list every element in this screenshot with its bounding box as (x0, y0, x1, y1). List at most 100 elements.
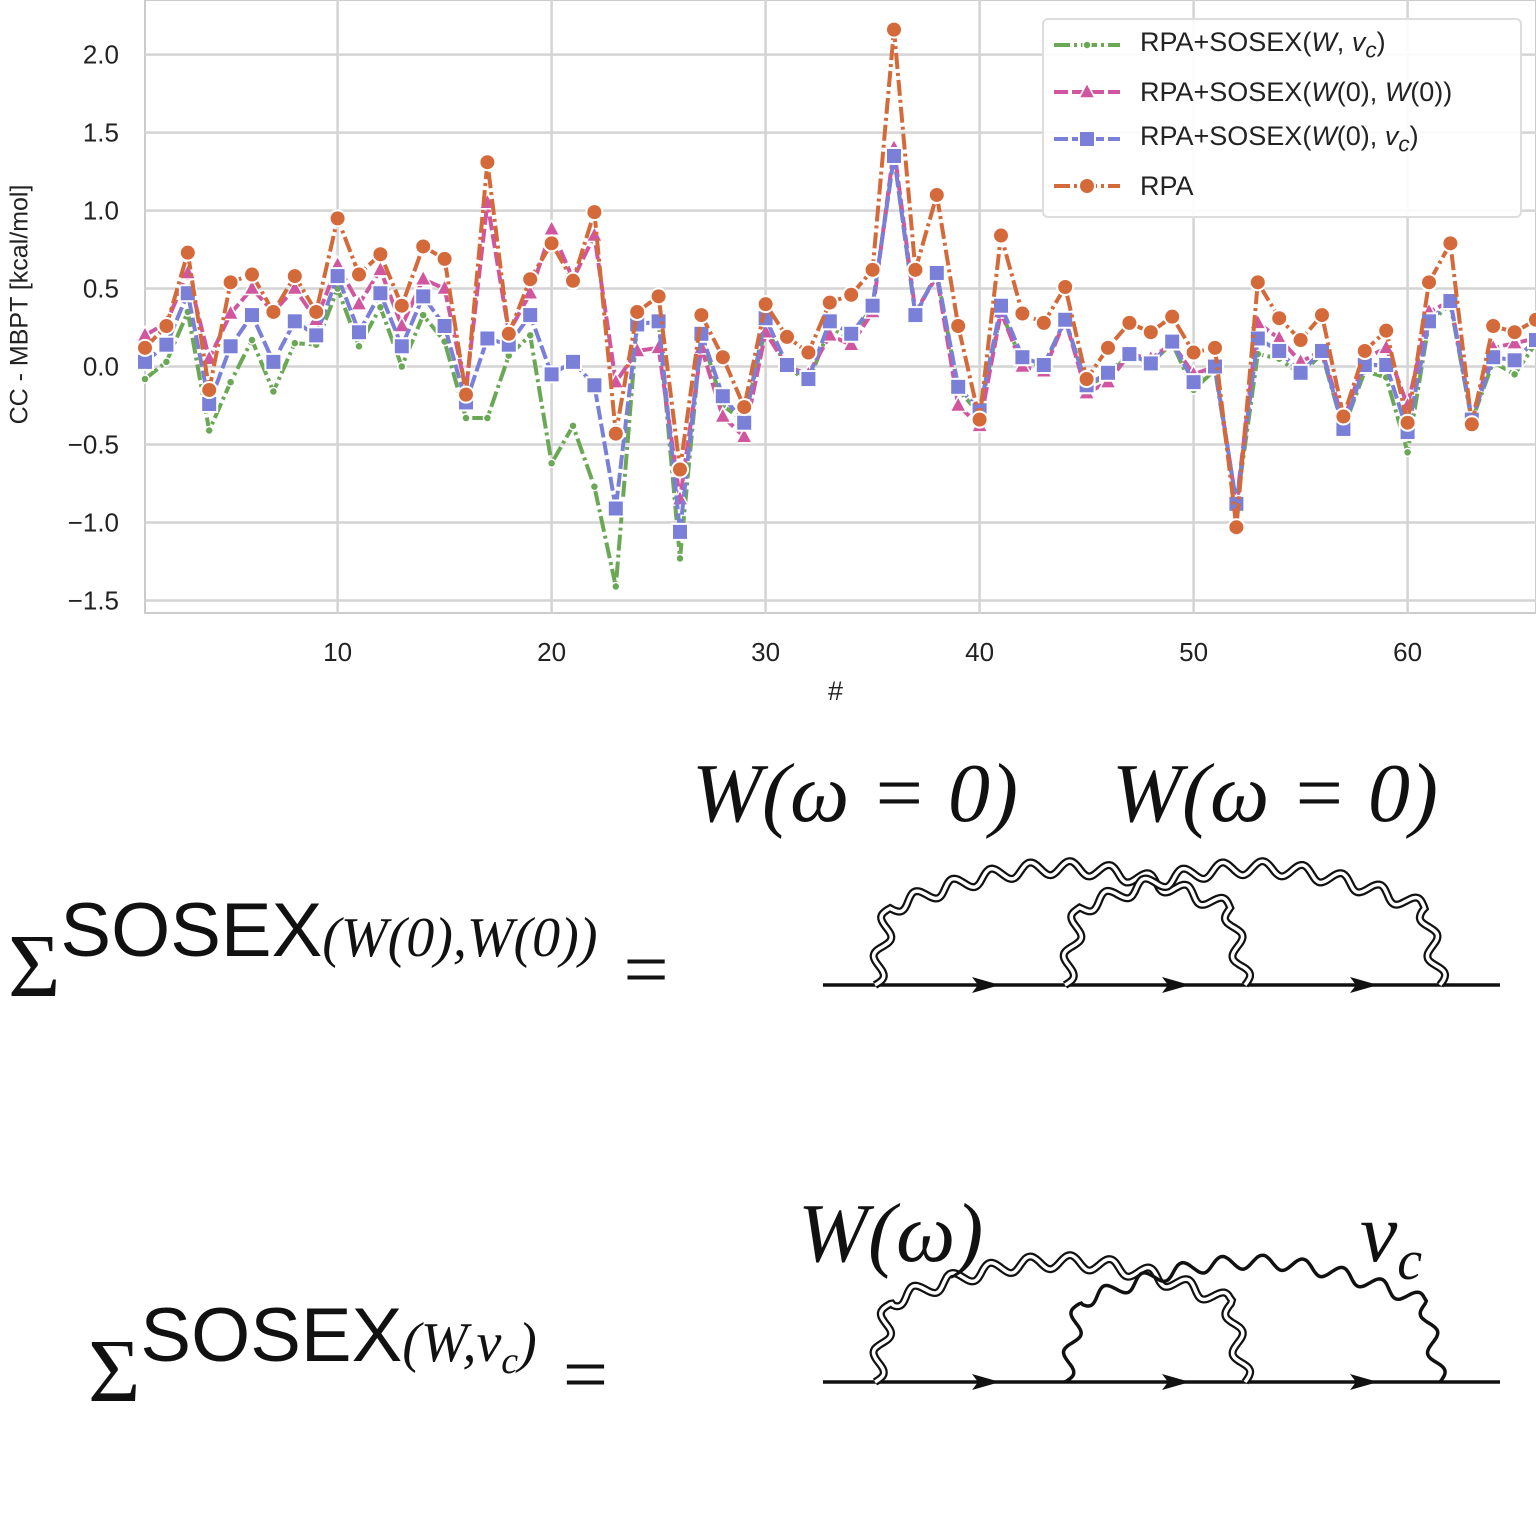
series-2 (136, 146, 1536, 541)
data-point (243, 265, 261, 284)
data-point (328, 209, 347, 228)
data-point (499, 324, 518, 343)
data-point (906, 260, 925, 279)
data-point (1077, 370, 1096, 389)
data-point (1184, 373, 1203, 392)
data-point (204, 425, 214, 436)
data-point (1099, 338, 1117, 357)
data-point (1462, 415, 1481, 434)
data-point (992, 226, 1010, 245)
data-point (1484, 316, 1503, 335)
data-point (1505, 351, 1524, 370)
data-point (863, 260, 882, 279)
y-tick-label: 0.5 (83, 274, 119, 304)
data-point (1527, 310, 1536, 329)
data-point (413, 268, 433, 286)
x-tick-label: 50 (1179, 637, 1208, 667)
data-point (713, 405, 733, 424)
data-point (136, 338, 154, 357)
data-point (435, 316, 454, 335)
data-point (1402, 447, 1413, 458)
legend-label: RPA+SOSEX(W, vc) (1140, 26, 1386, 63)
subscript: (W(0),W(0)) (322, 907, 598, 969)
data-point (1398, 413, 1417, 432)
top-left-interaction-label: W(ω = 0) (692, 747, 1018, 840)
equals-sign: = (562, 1331, 608, 1419)
data-point (290, 338, 300, 348)
data-point (1509, 369, 1520, 380)
bottom-self-energy-symbol: ΣSOSEX(W,vc) = (88, 1280, 608, 1421)
data-point (225, 377, 236, 387)
data-point (243, 306, 261, 325)
y-tick-label: −1.5 (68, 586, 119, 616)
data-point (568, 421, 578, 431)
data-point (478, 153, 497, 172)
data-point (482, 413, 493, 423)
data-point (328, 267, 347, 286)
data-point (392, 315, 412, 333)
data-point (520, 282, 540, 300)
data-point (671, 460, 689, 479)
arrow-icon (1350, 977, 1378, 993)
data-point (1420, 273, 1438, 292)
x-tick-label: 30 (751, 637, 780, 667)
superscript: SOSEX (140, 1293, 403, 1378)
data-point (1163, 307, 1182, 326)
data-point (157, 316, 176, 335)
data-point (949, 377, 968, 396)
data-point (948, 394, 968, 413)
data-point (1120, 345, 1139, 364)
data-point (414, 287, 433, 306)
data-point (521, 306, 540, 325)
data-point (778, 355, 796, 374)
data-point (611, 581, 621, 592)
data-point (371, 284, 390, 303)
data-point (906, 306, 925, 325)
screened-interaction-line (869, 857, 1255, 989)
data-point (435, 249, 454, 268)
data-point (1034, 313, 1053, 332)
data-point (392, 337, 411, 356)
legend-item: RPA+SOSEX(W(0), W(0)) (1052, 69, 1452, 115)
data-point (671, 522, 689, 541)
data-point (264, 352, 283, 371)
sigma: Σ (8, 917, 61, 1016)
legend-item: RPA+SOSEX(W(0), vc) (1052, 116, 1419, 162)
subscript: (W,vc) (402, 1312, 537, 1383)
legend: RPA+SOSEX(W, vc) RPA+SOSEX(W(0), W(0)) RPA… (1042, 18, 1522, 218)
top-self-energy-symbol: ΣSOSEX(W(0),W(0)) = (8, 875, 669, 1016)
x-tick-label: 60 (1393, 637, 1422, 667)
arrow-icon (972, 1374, 1000, 1390)
data-point (1505, 323, 1524, 342)
data-point (585, 376, 604, 395)
data-point (589, 481, 600, 492)
arrow-icon (972, 977, 1000, 993)
data-point (863, 296, 882, 315)
data-point (546, 458, 557, 469)
data-point (157, 335, 176, 354)
data-point (1291, 363, 1310, 382)
legend-marker (1077, 82, 1097, 99)
top-right-interaction-label: W(ω = 0) (1112, 747, 1438, 840)
data-point (949, 316, 968, 335)
y-tick-label: −0.5 (68, 430, 119, 460)
vc-subscript: c (1397, 1229, 1423, 1292)
y-tick-label: 1.0 (83, 196, 119, 226)
data-point (606, 424, 625, 443)
data-point (392, 296, 411, 315)
data-point (247, 335, 257, 345)
data-point (1441, 234, 1460, 253)
x-tick-label: 20 (537, 637, 566, 667)
data-point (735, 398, 754, 417)
data-point (354, 341, 364, 352)
bottom-right-interaction-label: vc (1360, 1185, 1422, 1293)
data-point (478, 329, 497, 348)
data-point (1099, 363, 1117, 382)
data-point (734, 426, 754, 444)
data-point (713, 387, 732, 406)
data-point (178, 243, 197, 262)
data-point (799, 370, 818, 389)
data-point (221, 273, 240, 292)
data-point (1206, 338, 1224, 357)
